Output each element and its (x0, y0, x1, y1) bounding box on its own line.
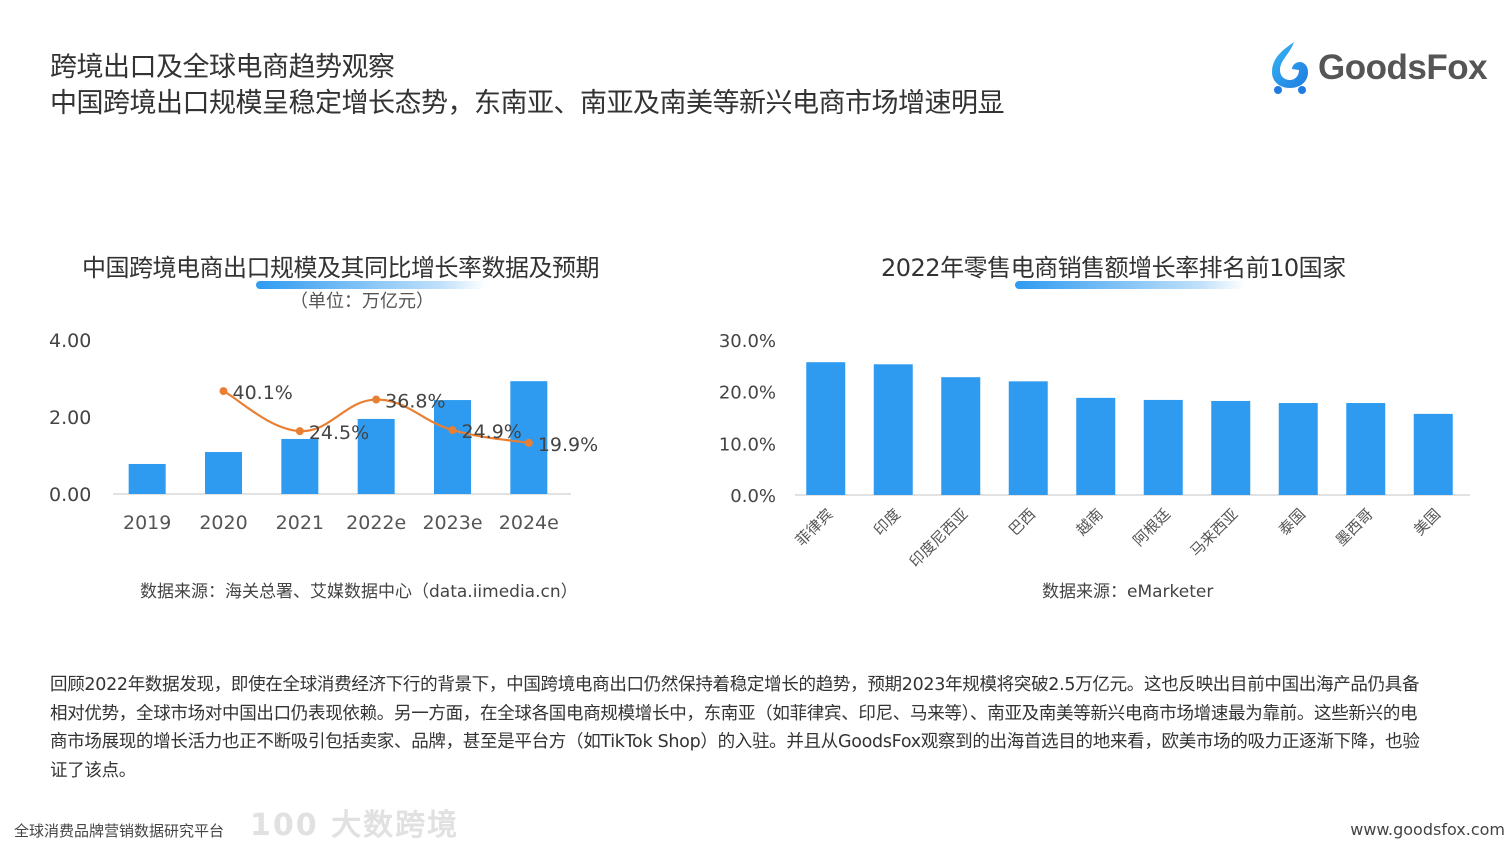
y-tick-label: 0.00 (49, 484, 91, 506)
bar (806, 362, 846, 495)
goodsfox-flame-icon (1272, 42, 1308, 94)
x-tick-label: 2023e (422, 512, 482, 534)
y-tick-label: 30.0% (719, 331, 776, 352)
bar (510, 381, 548, 494)
chart1-title: 中国跨境电商出口规模及其同比增长率数据及预期 (82, 254, 600, 282)
bar (357, 418, 395, 494)
logo-text: GoodsFox (1318, 48, 1488, 87)
logo: GoodsFox (1268, 40, 1488, 96)
x-tick-label: 2024e (499, 512, 559, 534)
bar (1278, 403, 1318, 495)
chart2-title: 2022年零售电商销售额增长率排名前10国家 (881, 254, 1346, 282)
x-tick-label: 美国 (1410, 505, 1444, 539)
bar (128, 463, 166, 494)
x-tick-label: 墨西哥 (1332, 505, 1377, 550)
x-tick-label: 泰国 (1275, 505, 1309, 539)
x-tick-label: 越南 (1073, 505, 1107, 539)
growth-rate-point (219, 387, 228, 396)
y-tick-label: 2.00 (49, 407, 91, 429)
y-tick-label: 0.0% (730, 486, 776, 507)
growth-rate-point (372, 395, 381, 404)
chart1: 4.00 2.00 0.00 2019 2020 2021 2022e 2023e 2024e 4… (49, 330, 598, 534)
bar (1211, 400, 1251, 495)
x-tick-label: 印度 (870, 505, 904, 539)
chart1-source: 数据来源：海关总署、艾媒数据中心（data.iimedia.cn） (140, 582, 578, 602)
y-tick-label: 20.0% (719, 383, 776, 404)
x-tick-label: 2019 (123, 512, 171, 534)
data-label: 40.1% (233, 382, 293, 404)
data-label: 24.5% (309, 422, 369, 444)
bar (205, 452, 242, 494)
title-underline (1015, 281, 1245, 289)
data-label: 24.9% (462, 421, 522, 443)
data-label: 36.8% (385, 391, 445, 413)
y-tick-label: 4.00 (49, 330, 91, 352)
x-tick-label: 2020 (199, 512, 247, 534)
footer-tagline: 全球消费品牌营销数据研究平台 (14, 822, 225, 840)
title-line-2: 中国跨境出口规模呈稳定增长态势，东南亚、南亚及南美等新兴电商市场增速明显 (50, 88, 1005, 119)
bar (281, 438, 319, 494)
bar (1346, 403, 1386, 495)
bar (873, 364, 913, 495)
data-label: 19.9% (538, 434, 598, 456)
bar (941, 377, 981, 495)
bar (1008, 381, 1048, 495)
title-underline (256, 281, 486, 289)
growth-rate-point (295, 427, 304, 436)
footer-url[interactable]: www.goodsfox.com (1350, 820, 1505, 839)
bar (1076, 397, 1116, 495)
x-tick-label: 马来西亚 (1186, 505, 1241, 560)
chart2: 30.0% 20.0% 10.0% 0.0% 菲律宾 印度 印度尼西亚 巴西 越南 阿根廷 马来西亚… (719, 331, 1470, 571)
page-title: 跨境出口及全球电商趋势观察 中国跨境出口规模呈稳定增长态势，东南亚、南亚及南美等… (50, 50, 1005, 122)
bar (434, 400, 471, 494)
y-tick-label: 10.0% (719, 434, 776, 455)
x-tick-label: 印度尼西亚 (906, 505, 972, 571)
x-tick-label: 菲律宾 (792, 505, 837, 550)
chart2-source: 数据来源：eMarketer (1042, 582, 1214, 602)
x-tick-label: 2022e (346, 512, 406, 534)
watermark: 100 大数跨境 (250, 808, 460, 843)
x-tick-label: 巴西 (1005, 505, 1039, 539)
bar (1413, 413, 1453, 495)
title-line-1: 跨境出口及全球电商趋势观察 (50, 52, 395, 83)
summary-paragraph: 回顾2022年数据发现，即使在全球消费经济下行的背景下，中国跨境电商出口仍然保持… (50, 675, 1420, 782)
x-tick-label: 阿根廷 (1130, 505, 1175, 550)
x-tick-label: 2021 (276, 512, 324, 534)
growth-rate-point (524, 438, 533, 447)
growth-rate-point (448, 426, 457, 435)
chart1-unit: （单位：万亿元） (290, 291, 434, 312)
bar (1143, 399, 1183, 495)
